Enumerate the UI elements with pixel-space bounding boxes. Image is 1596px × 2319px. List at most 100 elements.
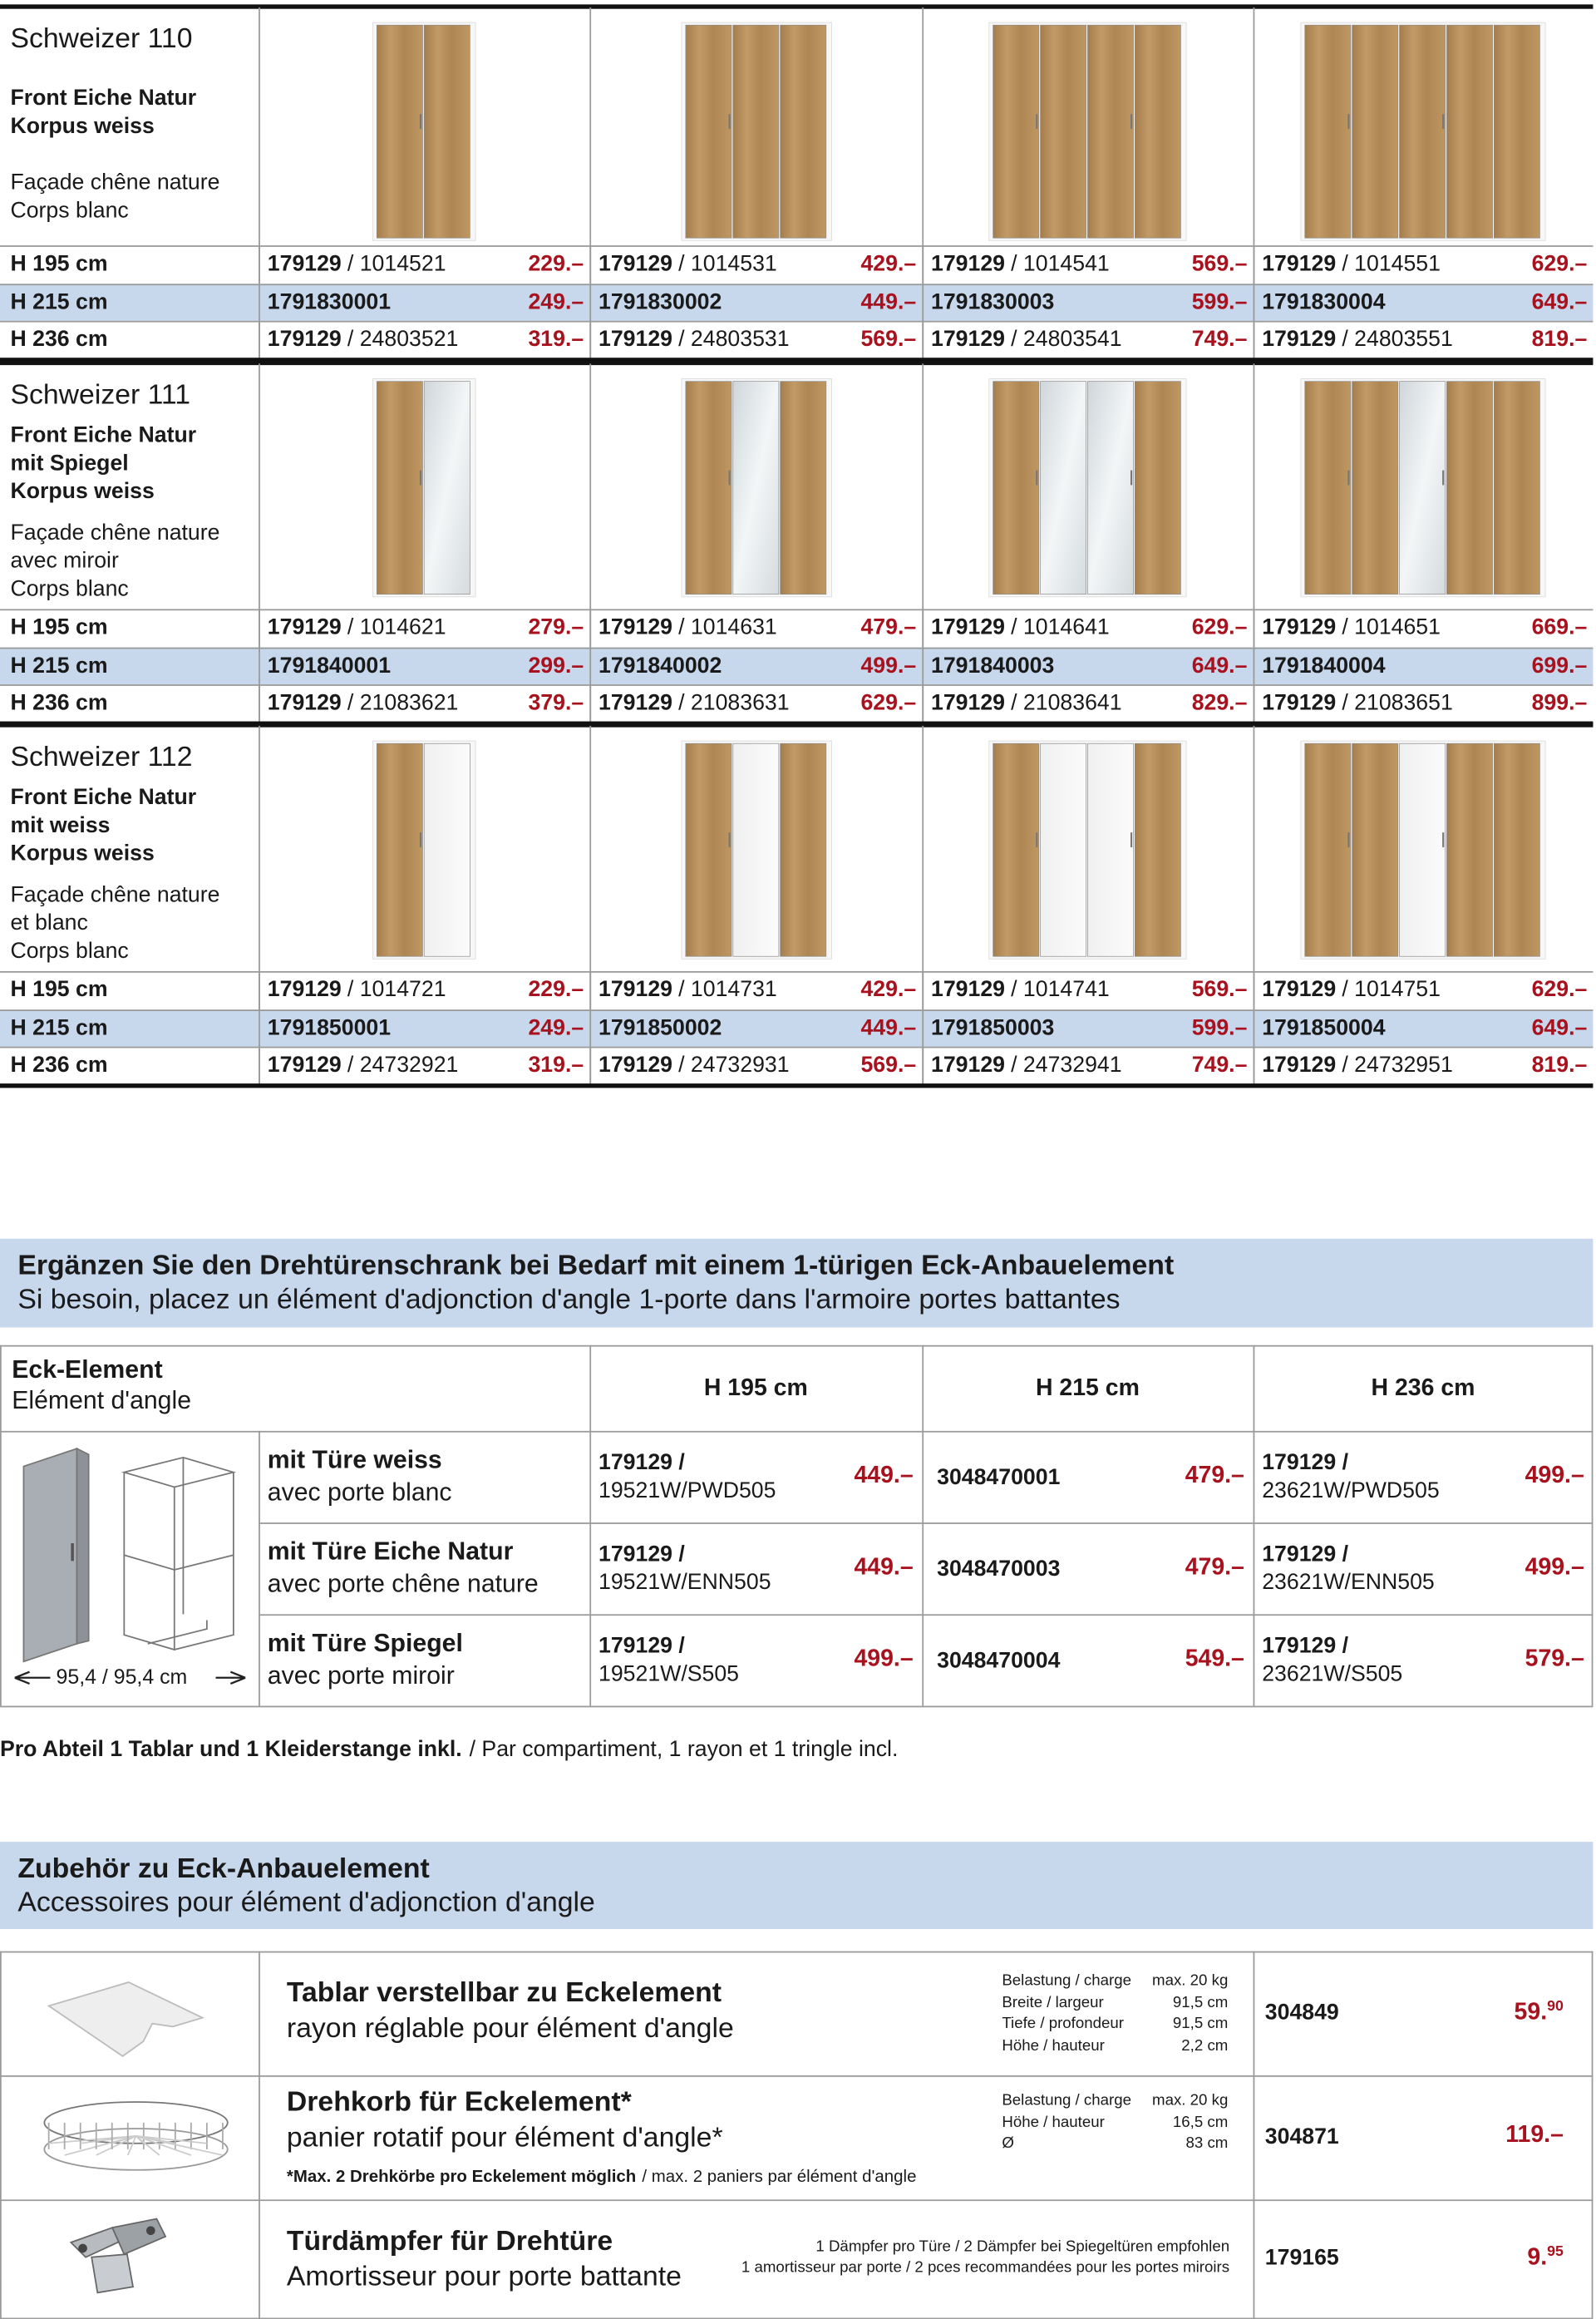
column-rule (259, 363, 260, 723)
section-title-fr: Si besoin, placez un élément d'adjonctio… (17, 1284, 1121, 1316)
price: 9.95 (1463, 2244, 1564, 2272)
article-code-2: 19521W/ENN505 (598, 1570, 771, 1596)
price: 499.– (1525, 1463, 1584, 1489)
column-rule (589, 283, 592, 321)
handle (1347, 832, 1350, 847)
door (376, 743, 423, 957)
column-rule (259, 609, 260, 647)
article-code: 179129/ 1014621 (268, 615, 446, 640)
article-code: 179129/ 24803541 (931, 327, 1122, 352)
price: 899.– (1531, 690, 1588, 716)
column-rule (922, 1009, 924, 1047)
block-bottom-rule (0, 357, 1594, 362)
door (1134, 743, 1181, 957)
column-rule (589, 320, 592, 359)
column-rule (589, 725, 592, 1085)
code-bold: 179129 (1262, 614, 1337, 640)
article-code: 1791850003 (931, 1014, 1054, 1039)
item-footnote-rest: / max. 2 paniers par élément d'angle (642, 2169, 917, 2187)
table-rule (0, 1345, 2, 1706)
variant-fr: avec porte chêne nature (267, 1570, 539, 1598)
column-rule (1253, 1046, 1255, 1085)
door (1352, 381, 1399, 595)
column-rule (259, 1430, 260, 1706)
footnote-bold: Pro Abteil 1 Tablar und 1 Kleiderstange … (0, 1736, 462, 1763)
column-rule (1253, 245, 1255, 284)
price: 569.– (860, 1052, 917, 1078)
desc-de: Korpus weiss (10, 113, 155, 140)
code-rest: / 21083651 (1342, 690, 1453, 716)
spec-value: max. 20 kg (1152, 2091, 1229, 2109)
code-bold: 179129 (267, 1052, 342, 1078)
code-rest: / 1014741 (1011, 977, 1110, 1003)
wireframe-line (174, 1472, 234, 1650)
price: 429.– (860, 977, 917, 1003)
wardrobe-image (1300, 22, 1546, 241)
article-code: 179129/ 24803551 (1262, 327, 1453, 352)
code-bold: 179129 (598, 690, 673, 716)
spec-label: Höhe / hauteur (1002, 2113, 1105, 2131)
item-footnote-bold: *Max. 2 Drehkörbe pro Eckelement möglich (286, 2169, 637, 2187)
basket-wire (126, 2135, 137, 2156)
damper-arm (111, 2218, 167, 2256)
section-title-de: Ergänzen Sie den Drehtürenschrank bei Be… (17, 1251, 1175, 1282)
door (376, 381, 423, 595)
table-rule (0, 1951, 2, 2318)
article-code: 3048470001 (937, 1464, 1061, 1491)
price: 479.– (1185, 1555, 1244, 1581)
column-rule (589, 1009, 592, 1047)
column-rule (589, 971, 592, 1009)
price: 579.– (1525, 1646, 1584, 1672)
column-rule (1253, 7, 1255, 359)
price: 569.– (1191, 977, 1248, 1003)
height-label: H 236 cm (10, 1052, 108, 1078)
item-footnote: *Max. 2 Drehkörbe pro Eckelement möglich… (287, 2169, 917, 2186)
code-bold: 1791850001 (267, 1014, 392, 1040)
article-code: 179129/ 1014551 (1262, 251, 1441, 276)
code-bold: 179129 (1262, 977, 1337, 1003)
article-code: 1791850004 (1262, 1014, 1385, 1039)
column-rule (1253, 1345, 1255, 1706)
column-rule (922, 320, 924, 359)
item-name-de: Drehkorb für Eckelement* (286, 2087, 632, 2119)
code-bold: 179129 (931, 977, 1006, 1003)
code-bold: 179129 (931, 251, 1006, 277)
column-rule (589, 609, 592, 647)
desc-fr: Façade chêne nature (10, 170, 220, 195)
article-code: 304871 (1264, 2124, 1339, 2149)
door (423, 24, 470, 239)
cabinet-side (76, 1447, 90, 1646)
product-name: Schweizer 110 (10, 23, 193, 55)
code-bold: 179129 (1262, 690, 1337, 716)
wardrobe-image (372, 22, 476, 241)
wireframe-line (124, 1554, 234, 1571)
code-bold: 179129 (598, 614, 673, 640)
article-code: 179129/ 1014541 (931, 251, 1110, 276)
price: 629.– (860, 690, 917, 716)
code-bold: 179129 (267, 251, 342, 277)
article-code: 179129/ 24732951 (1262, 1053, 1453, 1078)
footnote-rest: / Par compartiment, 1 rayon et 1 tringle… (469, 1736, 899, 1763)
eck-image (14, 1447, 246, 1685)
door (779, 24, 826, 239)
height-label: H 195 cm (10, 977, 108, 1003)
price: 319.– (528, 1052, 584, 1078)
column-rule (259, 646, 260, 685)
row-rule (0, 283, 1594, 285)
code-bold: 179129 (931, 326, 1006, 353)
desc-de: mit Spiegel (10, 451, 129, 476)
article-code: 179129/ 21083641 (931, 690, 1122, 715)
handle (1442, 470, 1445, 486)
basket-wire (80, 2135, 136, 2144)
door (732, 24, 779, 239)
code-rest: / 24732941 (1011, 1052, 1122, 1078)
door (1493, 743, 1540, 957)
wardrobe-image (680, 22, 832, 241)
basket-wire (135, 2135, 207, 2144)
article-code: 179129/ 1014531 (598, 251, 777, 276)
variant-de: mit Türe Eiche Natur (267, 1537, 514, 1566)
door (732, 743, 779, 957)
door (732, 381, 779, 595)
column-rule (589, 363, 592, 723)
door (993, 743, 1040, 957)
